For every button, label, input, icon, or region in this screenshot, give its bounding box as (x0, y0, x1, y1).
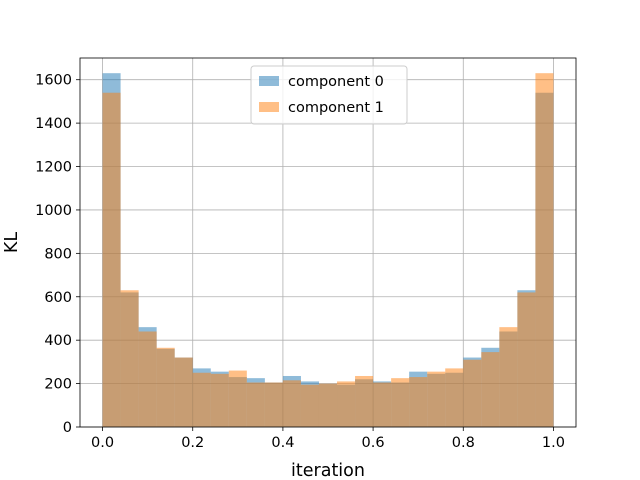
y-tick-label: 200 (44, 377, 72, 393)
bar-series-1-bin-14 (355, 375, 374, 427)
legend-box (250, 65, 408, 125)
y-tick-label: 1000 (35, 203, 72, 219)
axis-ticks: 0.0 0.2 0.4 0.6 0.8 1.0 0 200 400 600 800 1000 1200 1… (35, 73, 565, 451)
legend-entry-1: component 1 (288, 100, 384, 116)
bar-series-1-bin-1 (120, 290, 139, 427)
x-axis-label: iteration (291, 461, 365, 480)
bar-series-1-bin-0 (102, 92, 121, 428)
bar-series-1-bin-6 (210, 373, 229, 427)
legend-swatch-0 (259, 76, 279, 86)
y-axis-label: KL (2, 232, 22, 253)
y-tick-label: 800 (44, 246, 72, 262)
bar-series-1-bin-7 (228, 370, 247, 427)
x-tick-label: 0.4 (271, 435, 294, 451)
bar-series-1-bin-20 (463, 359, 482, 427)
y-tick-label: 1600 (35, 73, 72, 89)
bar-series-1-bin-13 (337, 381, 356, 427)
bar-series-1-bin-11 (300, 384, 319, 427)
y-tick-label: 0 (63, 420, 72, 436)
bar-series-1-bin-18 (427, 371, 446, 427)
x-tick-label: 0.0 (91, 435, 114, 451)
bar-series-1-bin-24 (535, 73, 554, 427)
bar-series-1-bin-15 (373, 382, 392, 427)
x-tick-label: 0.6 (362, 435, 385, 451)
y-tick-label: 1200 (35, 160, 72, 176)
y-tick-label: 400 (44, 333, 72, 349)
legend-swatch-1 (259, 102, 279, 112)
y-tick-label: 1400 (35, 116, 72, 132)
legend: component 0 component 1 (250, 65, 408, 125)
bar-series-1-bin-19 (445, 368, 464, 427)
bar-series-1-bin-9 (264, 382, 283, 427)
bar-series-1-bin-21 (481, 352, 500, 427)
bar-series-1-bin-4 (174, 357, 193, 427)
bar-series-1-bin-22 (499, 327, 518, 427)
bar-series-1-bin-16 (391, 378, 410, 427)
histogram-bars (102, 73, 554, 428)
bar-series-1-bin-17 (409, 377, 428, 427)
legend-entry-0: component 0 (288, 74, 384, 90)
bar-series-1-bin-2 (138, 331, 157, 427)
y-tick-label: 600 (44, 290, 72, 306)
bar-series-1-bin-10 (282, 380, 301, 427)
bar-series-1-bin-8 (246, 382, 265, 427)
x-tick-label: 0.2 (181, 435, 204, 451)
bar-series-1-bin-23 (517, 292, 536, 427)
bar-series-1-bin-5 (192, 372, 211, 427)
x-tick-label: 1.0 (542, 435, 565, 451)
bar-series-1-bin-3 (156, 347, 175, 427)
plot-frame (79, 57, 577, 428)
x-tick-label: 0.8 (452, 435, 475, 451)
bar-series-1-bin-12 (318, 383, 338, 427)
